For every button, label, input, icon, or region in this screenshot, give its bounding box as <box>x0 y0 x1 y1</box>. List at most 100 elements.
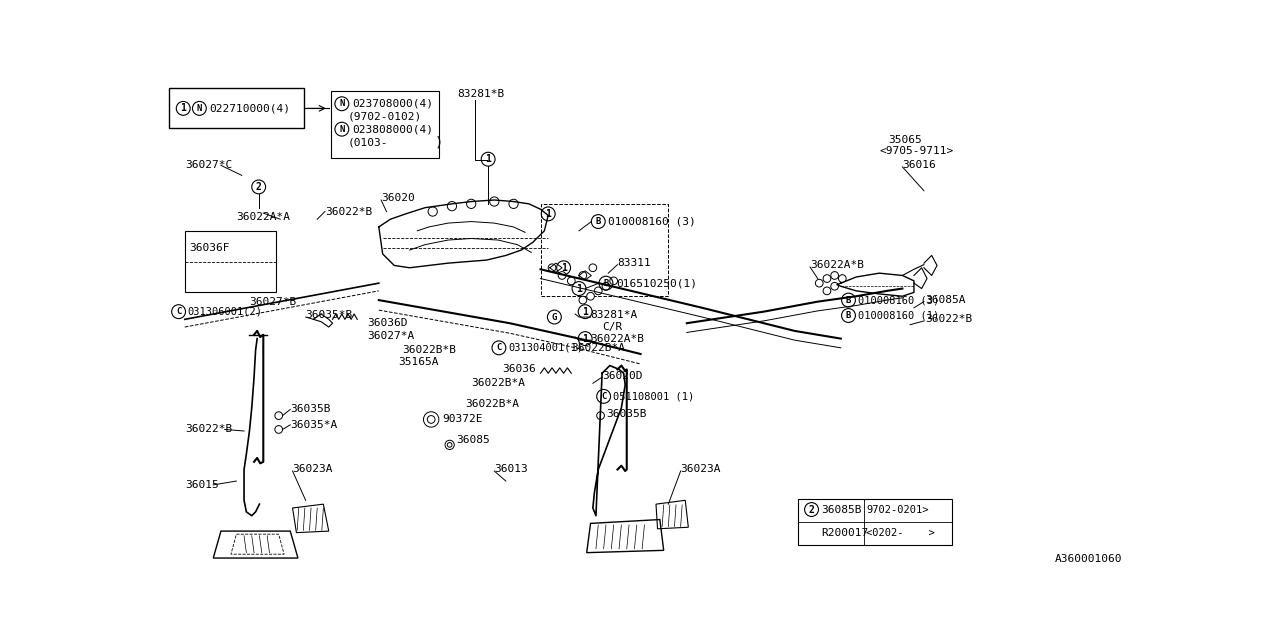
Text: 36020D: 36020D <box>602 371 643 381</box>
Text: 36027*A: 36027*A <box>367 332 415 341</box>
Text: 36022B*A: 36022B*A <box>471 378 525 388</box>
Text: <9705-9711>: <9705-9711> <box>879 146 954 156</box>
Text: 36022A*B: 36022A*B <box>810 260 864 271</box>
Circle shape <box>558 271 566 279</box>
Text: 36023A: 36023A <box>293 465 333 474</box>
Text: N: N <box>339 125 344 134</box>
Text: 36085A: 36085A <box>925 295 966 305</box>
Text: 36020: 36020 <box>381 193 415 204</box>
Circle shape <box>424 412 439 427</box>
Circle shape <box>490 197 499 206</box>
Circle shape <box>275 412 283 419</box>
Text: 1: 1 <box>180 104 186 113</box>
Text: 023708000(4): 023708000(4) <box>352 99 433 109</box>
Text: 016510250(1): 016510250(1) <box>616 278 698 288</box>
Text: 36027*C: 36027*C <box>184 161 232 170</box>
Text: 36035B: 36035B <box>291 404 330 415</box>
Bar <box>799 499 952 545</box>
Bar <box>540 204 668 296</box>
Text: 83311: 83311 <box>617 258 652 268</box>
Circle shape <box>815 279 823 287</box>
Circle shape <box>823 275 831 282</box>
Text: (0103-: (0103- <box>348 137 389 147</box>
Text: R200017: R200017 <box>822 527 869 538</box>
Text: 36015: 36015 <box>184 480 219 490</box>
Circle shape <box>589 264 596 271</box>
Text: N: N <box>339 99 344 108</box>
Circle shape <box>838 275 846 282</box>
Text: 36036F: 36036F <box>189 243 230 253</box>
Circle shape <box>447 442 452 447</box>
Circle shape <box>467 199 476 209</box>
Text: B: B <box>595 217 600 226</box>
Circle shape <box>579 296 586 304</box>
Text: 90372E: 90372E <box>442 415 483 424</box>
Bar <box>169 88 305 129</box>
Circle shape <box>831 271 838 279</box>
Text: 2: 2 <box>256 182 261 192</box>
Text: A360001060: A360001060 <box>1055 554 1121 564</box>
Text: 36022B*B: 36022B*B <box>402 345 456 355</box>
Text: 9702-0201>: 9702-0201> <box>867 504 929 515</box>
Text: 1: 1 <box>561 263 567 273</box>
Circle shape <box>594 287 602 294</box>
Text: 36022A*B: 36022A*B <box>590 333 645 344</box>
Text: 051108001 (1): 051108001 (1) <box>613 391 694 401</box>
Circle shape <box>509 199 518 209</box>
Text: 1: 1 <box>582 333 588 344</box>
Circle shape <box>579 271 586 279</box>
Bar <box>332 91 439 159</box>
Text: 36022*B: 36022*B <box>325 207 372 216</box>
Circle shape <box>275 426 283 433</box>
Text: 36035B: 36035B <box>605 409 646 419</box>
Text: 35165A: 35165A <box>398 356 439 367</box>
Circle shape <box>609 277 617 285</box>
Text: 36022A*A: 36022A*A <box>237 212 291 222</box>
Text: ): ) <box>434 135 443 149</box>
Text: 36016: 36016 <box>902 161 936 170</box>
Text: 36013: 36013 <box>494 465 529 474</box>
Text: 36036: 36036 <box>502 364 536 374</box>
Circle shape <box>445 440 454 449</box>
Text: 36035*A: 36035*A <box>291 420 338 430</box>
Text: 010008160 (3): 010008160 (3) <box>608 216 696 227</box>
Text: 36085B: 36085B <box>822 504 861 515</box>
Text: G: G <box>552 312 557 321</box>
Text: 1: 1 <box>485 154 492 164</box>
Text: 36085: 36085 <box>456 435 489 445</box>
Text: N: N <box>197 104 202 113</box>
Text: 36035*B: 36035*B <box>306 310 353 321</box>
Text: 1: 1 <box>545 209 552 219</box>
Text: 031306001(2): 031306001(2) <box>188 307 262 317</box>
Text: 36027*B: 36027*B <box>250 298 297 307</box>
Text: 36022B*A: 36022B*A <box>465 399 520 409</box>
Text: 023808000(4): 023808000(4) <box>352 124 433 134</box>
Text: B: B <box>603 278 608 287</box>
Bar <box>184 231 275 292</box>
Text: 36023A: 36023A <box>681 465 721 474</box>
Circle shape <box>548 264 556 271</box>
Text: 36022*B: 36022*B <box>925 314 973 324</box>
Text: 1: 1 <box>582 307 588 317</box>
Text: 36036D: 36036D <box>367 318 408 328</box>
Text: 022710000(4): 022710000(4) <box>210 104 291 113</box>
Circle shape <box>823 287 831 294</box>
Text: 1: 1 <box>576 284 582 294</box>
Circle shape <box>831 282 838 290</box>
Circle shape <box>596 412 604 419</box>
Circle shape <box>428 415 435 423</box>
Circle shape <box>567 277 575 285</box>
Text: 36022*B: 36022*B <box>184 424 232 435</box>
Text: 83281*A: 83281*A <box>590 310 637 321</box>
Circle shape <box>428 207 438 216</box>
Text: 83281*B: 83281*B <box>457 89 504 99</box>
Text: C/R: C/R <box>602 322 622 332</box>
Text: <0202-    >: <0202- > <box>867 527 934 538</box>
Text: B: B <box>846 311 851 320</box>
Text: 2: 2 <box>809 504 814 515</box>
Circle shape <box>602 282 609 290</box>
Text: 010008160 (1): 010008160 (1) <box>858 310 940 321</box>
Circle shape <box>586 292 594 300</box>
Text: 031304001(1): 031304001(1) <box>508 343 584 353</box>
Text: B: B <box>846 296 851 305</box>
